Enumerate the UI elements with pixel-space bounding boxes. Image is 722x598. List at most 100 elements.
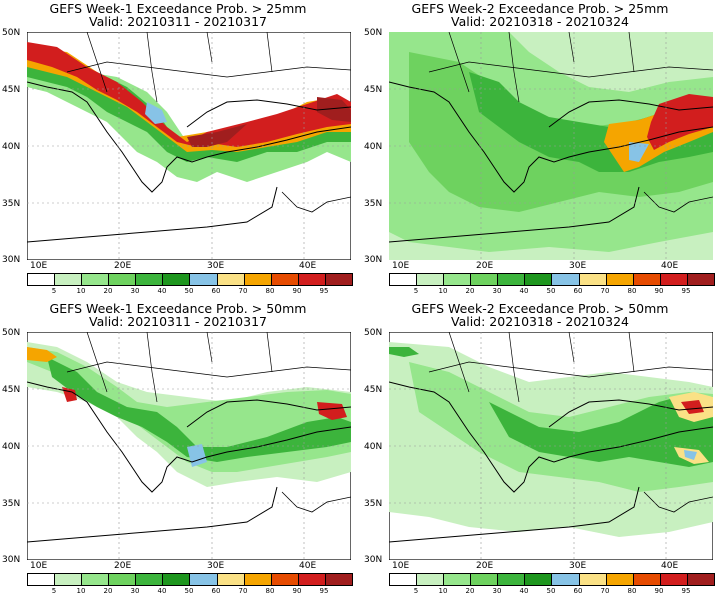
lat-label: 35N <box>2 499 21 509</box>
colorbar-label: 20 <box>103 287 113 295</box>
lat-label: 45N <box>2 385 21 395</box>
colorbar-label: 60 <box>573 287 583 295</box>
colorbar-swatch <box>444 274 472 285</box>
colorbar-label: 60 <box>211 587 221 595</box>
lat-label: 50N <box>2 328 21 338</box>
lon-label: 20E <box>476 561 494 571</box>
panel-title: GEFS Week-1 Exceedance Prob. > 25mm <box>49 1 307 16</box>
panel-title: GEFS Week-2 Exceedance Prob. > 25mm <box>411 1 669 16</box>
lat-label: 40N <box>364 442 383 452</box>
colorbar-label: 90 <box>292 587 302 595</box>
colorbar-label: 40 <box>519 287 529 295</box>
probability-map <box>27 32 351 260</box>
lon-label: 10E <box>392 261 410 271</box>
panel-valid-dates: Valid: 20210311 - 20210317 <box>88 14 267 29</box>
colorbar-label: 30 <box>492 287 502 295</box>
lon-label: 20E <box>114 261 132 271</box>
colorbar-swatch <box>28 574 56 585</box>
colorbar-label: 60 <box>211 287 221 295</box>
colorbar-label: 5 <box>51 587 57 595</box>
colorbar-label: 70 <box>238 287 248 295</box>
colorbar-label: 50 <box>184 287 194 295</box>
colorbar-swatch <box>271 274 299 285</box>
colorbar-swatch <box>660 274 688 285</box>
colorbar-label: 10 <box>76 287 86 295</box>
colorbar-swatch <box>298 574 326 585</box>
colorbar-label: 30 <box>130 287 140 295</box>
colorbar-label: 20 <box>465 587 475 595</box>
panel-week1-25mm: GEFS Week-1 Exceedance Prob. > 25mm Vali… <box>0 0 356 295</box>
panel-valid-dates: Valid: 20210318 - 20210324 <box>450 14 629 29</box>
colorbar-swatch <box>687 274 714 285</box>
colorbar-swatch <box>552 274 580 285</box>
panel-valid-dates: Valid: 20210311 - 20210317 <box>88 314 267 329</box>
colorbar-swatch <box>417 574 445 585</box>
colorbar <box>27 573 353 586</box>
lat-label: 50N <box>364 28 383 38</box>
colorbar-swatch <box>606 574 634 585</box>
colorbar-label: 95 <box>681 587 691 595</box>
lat-label: 40N <box>2 142 21 152</box>
colorbar-swatch <box>271 574 299 585</box>
colorbar-label: 80 <box>265 587 275 595</box>
panel-title: GEFS Week-1 Exceedance Prob. > 50mm <box>49 301 307 316</box>
colorbar-swatch <box>82 574 110 585</box>
lat-label: 40N <box>2 442 21 452</box>
colorbar-swatch <box>244 274 272 285</box>
lat-label: 35N <box>364 199 383 209</box>
colorbar-label: 50 <box>546 587 556 595</box>
panel-week2-25mm: GEFS Week-2 Exceedance Prob. > 25mm Vali… <box>362 0 718 295</box>
colorbar-swatch <box>136 274 164 285</box>
colorbar-swatch <box>190 574 218 585</box>
probability-map <box>27 332 351 560</box>
colorbar-label: 5 <box>413 587 419 595</box>
lat-label: 50N <box>364 328 383 338</box>
colorbar-label: 50 <box>184 587 194 595</box>
lon-label: 40E <box>299 261 317 271</box>
panel-valid-dates: Valid: 20210318 - 20210324 <box>450 314 629 329</box>
colorbar-swatch <box>552 574 580 585</box>
colorbar-label: 95 <box>681 287 691 295</box>
lon-label: 30E <box>569 561 587 571</box>
colorbar-swatch <box>163 574 191 585</box>
colorbar-swatch <box>633 274 661 285</box>
colorbar-swatch <box>55 574 83 585</box>
panel-week2-50mm: GEFS Week-2 Exceedance Prob. > 50mm Vali… <box>362 300 718 595</box>
colorbar-swatch <box>390 274 418 285</box>
lon-label: 30E <box>207 561 225 571</box>
lat-label: 30N <box>364 555 383 565</box>
colorbar-swatch <box>136 574 164 585</box>
colorbar-label: 95 <box>319 587 329 595</box>
colorbar-label: 40 <box>157 287 167 295</box>
colorbar-swatch <box>471 574 499 585</box>
colorbar-swatch <box>217 274 245 285</box>
colorbar-swatch <box>417 274 445 285</box>
lat-label: 45N <box>364 85 383 95</box>
colorbar-label: 30 <box>130 587 140 595</box>
colorbar <box>27 273 353 286</box>
colorbar-label: 80 <box>627 587 637 595</box>
colorbar-label: 80 <box>627 287 637 295</box>
colorbar-label: 5 <box>413 287 419 295</box>
lat-label: 30N <box>2 555 21 565</box>
colorbar-label: 20 <box>103 587 113 595</box>
colorbar-label: 30 <box>492 587 502 595</box>
colorbar-label: 5 <box>51 287 57 295</box>
colorbar-swatch <box>606 274 634 285</box>
colorbar-label: 40 <box>157 587 167 595</box>
colorbar <box>389 273 715 286</box>
lon-label: 40E <box>661 261 679 271</box>
lon-label: 30E <box>569 261 587 271</box>
colorbar-label: 20 <box>465 287 475 295</box>
colorbar-swatch <box>579 574 607 585</box>
lat-label: 50N <box>2 28 21 38</box>
colorbar-swatch <box>298 274 326 285</box>
colorbar-swatch <box>82 274 110 285</box>
colorbar-label: 10 <box>438 587 448 595</box>
lon-label: 40E <box>661 561 679 571</box>
colorbar-label: 80 <box>265 287 275 295</box>
colorbar-swatch <box>55 274 83 285</box>
colorbar-swatch <box>579 274 607 285</box>
colorbar <box>389 573 715 586</box>
colorbar-swatch <box>525 274 553 285</box>
